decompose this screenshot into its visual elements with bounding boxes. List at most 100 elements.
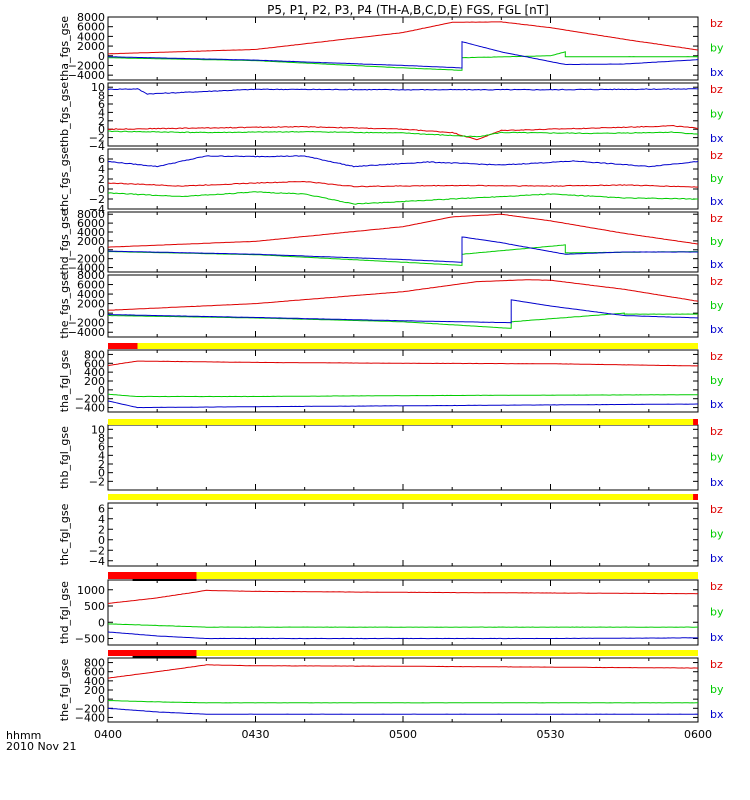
y-tick-label: −400 — [75, 402, 105, 415]
x-tick-label: 0430 — [242, 728, 270, 741]
y-tick-label: 6 — [98, 153, 105, 166]
legend-by: by — [710, 528, 724, 541]
y-tick-label: 8000 — [77, 208, 105, 221]
series-bx — [108, 155, 698, 168]
y-tick-label: 4000 — [77, 30, 105, 43]
y-axis-label: thb_fgs_gse — [58, 82, 71, 148]
y-tick-label: 1000 — [77, 584, 105, 597]
y-tick-label: −2000 — [68, 253, 105, 266]
y-tick-label: 4 — [98, 513, 105, 526]
quality-bar-black — [132, 656, 197, 658]
y-axis-label: tha_fgl_gse — [58, 350, 71, 413]
y-tick-label: −2 — [89, 475, 105, 488]
y-tick-label: −4 — [89, 555, 105, 568]
y-tick-label: 0 — [98, 244, 105, 257]
series-bz — [108, 589, 698, 604]
y-tick-label: 10 — [91, 81, 105, 94]
series-by — [108, 191, 698, 205]
series-by — [108, 700, 698, 704]
y-tick-label: 0 — [98, 693, 105, 706]
legend-bz: bz — [710, 275, 723, 288]
panel-frame — [107, 16, 699, 81]
y-tick-label: 8000 — [77, 269, 105, 282]
legend-bz: bz — [710, 658, 723, 671]
quality-bar-red — [693, 494, 698, 500]
legend-bx: bx — [710, 398, 724, 411]
series-bz — [108, 213, 698, 248]
y-tick-label: 400 — [84, 675, 105, 688]
y-tick-label: 6 — [98, 98, 105, 111]
series-bx — [108, 631, 698, 640]
panel-frame — [107, 211, 699, 273]
legend-by: by — [710, 235, 724, 248]
y-axis-label: thd_fgs_gse — [58, 209, 71, 275]
series-bx — [108, 400, 698, 409]
y-tick-label: −4000 — [68, 326, 105, 339]
y-tick-label: 0 — [98, 534, 105, 547]
y-tick-label: −500 — [75, 633, 105, 646]
legend-bz: bz — [710, 580, 723, 593]
series-bx — [108, 299, 698, 324]
legend-by: by — [710, 299, 724, 312]
series-by — [108, 393, 698, 398]
series-by — [108, 244, 698, 266]
series-by — [108, 51, 698, 71]
quality-bar-yellow — [108, 494, 698, 500]
y-tick-label: 500 — [84, 600, 105, 613]
y-tick-label: −2000 — [68, 59, 105, 72]
y-tick-label: 0 — [98, 123, 105, 136]
quality-bar-yellow — [108, 650, 698, 656]
time-axis: 0400 0430 0500 0530 0600 — [94, 728, 712, 741]
y-tick-label: −2 — [89, 193, 105, 206]
y-tick-label: −4000 — [68, 262, 105, 275]
y-tick-label: 0 — [98, 467, 105, 480]
y-axis-label: tha_fgs_gse — [58, 16, 71, 81]
legend-by: by — [710, 108, 724, 121]
legend-bx: bx — [710, 708, 724, 721]
y-tick-label: 2000 — [77, 298, 105, 311]
y-tick-label: −2000 — [68, 317, 105, 330]
legend-by: by — [710, 606, 724, 619]
y-tick-label: 10 — [91, 423, 105, 436]
y-tick-label: 4 — [98, 106, 105, 119]
legend-bz: bz — [710, 149, 723, 162]
y-tick-label: 0 — [98, 384, 105, 397]
y-tick-label: 8000 — [77, 11, 105, 24]
y-tick-label: −200 — [75, 393, 105, 406]
legend-bx: bx — [710, 258, 724, 271]
legend-bx: bx — [710, 66, 724, 79]
time-axis-label-date: 2010 Nov 21 — [6, 740, 76, 753]
legend-bx: bx — [710, 476, 724, 489]
series-bz — [108, 124, 698, 141]
y-tick-label: 2 — [98, 173, 105, 186]
panel-frame — [107, 349, 699, 413]
legend-bx: bx — [710, 195, 724, 208]
y-tick-label: −2 — [89, 544, 105, 557]
x-tick-label: 0530 — [537, 728, 565, 741]
time-axis-label-unit: hhmm — [6, 729, 41, 742]
y-tick-label: 4 — [98, 163, 105, 176]
y-tick-label: 2 — [98, 115, 105, 128]
legend-by: by — [710, 172, 724, 185]
y-tick-label: 4000 — [77, 288, 105, 301]
series-bx — [108, 707, 698, 715]
legend-bz: bz — [710, 83, 723, 96]
y-tick-label: 2000 — [77, 235, 105, 248]
y-tick-label: 800 — [84, 657, 105, 670]
y-tick-label: 600 — [84, 666, 105, 679]
y-tick-label: 4000 — [77, 226, 105, 239]
series-by — [108, 312, 698, 329]
y-tick-label: 0 — [98, 616, 105, 629]
y-tick-label: 8 — [98, 90, 105, 103]
y-axis-label: the_fgs_gse — [58, 273, 71, 338]
panel-frame — [107, 424, 699, 491]
y-axis-label: thd_fgl_gse — [58, 581, 71, 644]
legend-bx: bx — [710, 132, 724, 145]
y-tick-label: 6 — [98, 441, 105, 454]
legend-bz: bz — [710, 350, 723, 363]
series-bx — [108, 41, 698, 69]
